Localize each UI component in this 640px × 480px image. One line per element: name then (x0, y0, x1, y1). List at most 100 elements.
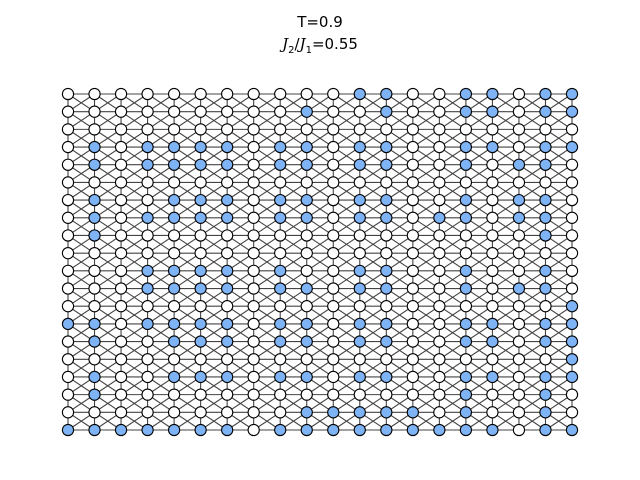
spin-site-white (114, 87, 128, 101)
spin-site-white (61, 176, 75, 189)
spin-site-white (565, 388, 579, 401)
spin-site-white (406, 229, 419, 242)
spin-site-blue (167, 317, 181, 331)
spin-site-white (406, 158, 419, 171)
spin-site-blue (459, 388, 473, 401)
spin-site-white (221, 229, 234, 242)
spin-site-white (486, 282, 499, 295)
spin-site-blue (167, 282, 181, 295)
spin-site-white (353, 388, 366, 401)
spin-site-white (327, 388, 340, 401)
spin-site-blue (539, 282, 552, 295)
spin-site-white (194, 406, 207, 419)
spin-site-white (433, 140, 446, 154)
spin-site-white (565, 193, 579, 207)
spin-site-white (512, 264, 526, 277)
spin-site-white (141, 123, 154, 136)
spin-site-blue (114, 423, 128, 437)
spin-site-white (194, 300, 207, 313)
spin-site-blue (565, 87, 579, 101)
spin-site-white (433, 193, 446, 207)
spin-site-white (114, 335, 128, 348)
spin-site-blue (141, 282, 154, 295)
spin-site-blue (459, 158, 473, 171)
spin-site-blue (61, 317, 75, 331)
spin-site-blue (327, 406, 340, 419)
spin-site-white (353, 353, 366, 366)
spin-site-white (141, 406, 154, 419)
spin-site-white (486, 406, 499, 419)
spin-site-white (486, 158, 499, 171)
spin-site-white (194, 105, 207, 118)
spin-site-white (327, 264, 340, 277)
spin-site-white (565, 247, 579, 260)
spin-site-blue (512, 211, 526, 224)
spin-site-blue (539, 229, 552, 242)
spin-site-white (141, 300, 154, 313)
spin-site-white (539, 123, 552, 136)
spin-site-white (512, 406, 526, 419)
spin-site-white (88, 247, 101, 260)
ratio-symbol-num: J (282, 35, 289, 53)
spin-site-blue (380, 158, 393, 171)
spin-site-white (247, 353, 260, 366)
spin-site-white (114, 158, 128, 171)
spin-site-white (512, 176, 526, 189)
spin-site-white (114, 300, 128, 313)
spin-site-blue (486, 370, 499, 384)
spin-site-white (274, 229, 287, 242)
spin-site-white (61, 300, 75, 313)
spin-site-blue (194, 264, 207, 277)
spin-site-blue (300, 105, 313, 118)
spin-site-white (114, 211, 128, 224)
spin-site-blue (380, 317, 393, 331)
title-coupling-ratio: J2/J1=0.55 (282, 35, 358, 56)
spin-site-white (247, 264, 260, 277)
spin-site-blue (539, 335, 552, 348)
spin-site-white (512, 353, 526, 366)
spin-site-white (300, 353, 313, 366)
spin-site-white (433, 317, 446, 331)
spin-site-white (221, 176, 234, 189)
spin-site-blue (459, 264, 473, 277)
spin-site-white (221, 353, 234, 366)
spin-site-white (247, 105, 260, 118)
spin-site-blue (88, 423, 101, 437)
spin-site-blue (353, 264, 366, 277)
spin-site-blue (380, 264, 393, 277)
spin-site-blue (141, 158, 154, 171)
spin-site-blue (486, 335, 499, 348)
spin-site-blue (565, 140, 579, 154)
spin-site-white (114, 264, 128, 277)
spin-site-white (327, 300, 340, 313)
spin-site-blue (486, 140, 499, 154)
spin-site-white (167, 300, 181, 313)
spin-site-white (327, 87, 340, 101)
spin-site-white (486, 176, 499, 189)
spin-site-white (353, 176, 366, 189)
spin-site-white (300, 388, 313, 401)
spin-site-blue (486, 105, 499, 118)
spin-site-blue (459, 282, 473, 295)
spin-site-blue (194, 423, 207, 437)
spin-site-white (194, 176, 207, 189)
spin-site-white (141, 388, 154, 401)
spin-site-white (539, 247, 552, 260)
spin-site-white (167, 406, 181, 419)
spin-site-blue (539, 388, 552, 401)
spin-site-white (167, 87, 181, 101)
spin-site-white (459, 300, 473, 313)
spin-site-blue (565, 300, 579, 313)
spin-site-blue (353, 317, 366, 331)
spin-site-white (565, 282, 579, 295)
spin-site-blue (194, 193, 207, 207)
spin-site-blue (274, 317, 287, 331)
spin-site-white (433, 388, 446, 401)
spin-site-white (61, 353, 75, 366)
spin-site-white (565, 211, 579, 224)
spin-site-white (406, 87, 419, 101)
spin-site-white (274, 123, 287, 136)
spin-site-white (247, 423, 260, 437)
spin-site-blue (141, 140, 154, 154)
spin-site-white (61, 87, 75, 101)
